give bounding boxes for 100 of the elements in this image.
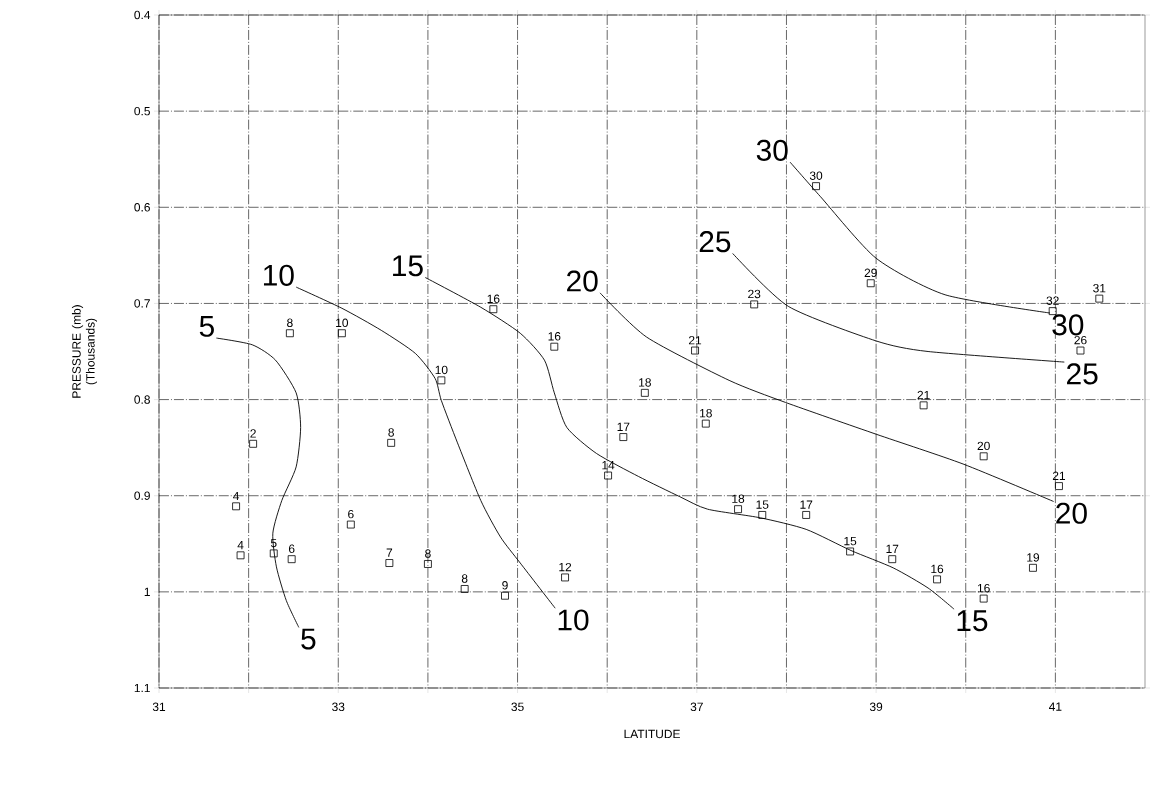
annotation: 12: [559, 562, 572, 572]
text: 15: [957, 610, 988, 632]
annotation: 30: [809, 171, 823, 180]
point: [979, 594, 988, 603]
annotation: 16: [548, 332, 561, 341]
annotation: 17: [886, 544, 899, 553]
x-tick-label: 41: [1049, 702, 1062, 711]
annotation: 16: [977, 583, 990, 593]
point: [1029, 563, 1037, 572]
x-tick-label: 39: [869, 702, 883, 711]
point: [866, 279, 875, 288]
text: 20: [1056, 502, 1087, 524]
annotation: 18: [700, 408, 712, 418]
annotation: 8: [388, 428, 394, 437]
series-label: 20: [567, 270, 598, 292]
x-tick-label: 31: [152, 702, 166, 711]
point: [802, 511, 811, 519]
annotation: 18: [639, 378, 651, 387]
point: [337, 329, 346, 338]
point: [285, 329, 294, 338]
y-tick-label: 0.4: [134, 10, 151, 20]
annotation: 8: [425, 549, 431, 558]
point: [604, 471, 612, 480]
point: [919, 401, 928, 410]
point: [888, 555, 897, 564]
point: [619, 433, 628, 441]
point: [561, 573, 569, 582]
x-tick-label: 35: [511, 702, 524, 711]
point: [734, 505, 742, 514]
series-label: 5: [301, 628, 316, 650]
point: [846, 547, 855, 556]
point: [550, 342, 559, 351]
text: 30: [756, 139, 788, 161]
point: [437, 376, 446, 385]
annotation: 8: [461, 574, 468, 583]
point: [489, 305, 498, 314]
point: [387, 438, 396, 447]
y-axis-title: PRESSURE (mb) (Thousands): [71, 305, 98, 398]
point: [1055, 482, 1063, 491]
point: [287, 555, 296, 564]
series-label: 15: [393, 255, 423, 277]
point: [701, 419, 710, 428]
annotation: 4: [233, 491, 240, 501]
series-label: 10: [263, 264, 294, 286]
annotation: 16: [931, 564, 944, 574]
point: [236, 551, 245, 560]
point: [424, 560, 432, 568]
y-tick-label: 0.8: [134, 395, 150, 404]
annotation: 20: [977, 441, 990, 451]
annotation: 6: [348, 509, 354, 519]
annotation: 9: [502, 581, 508, 590]
annotation: 2: [250, 429, 256, 438]
text: 10: [558, 609, 589, 631]
annotation: 7: [386, 548, 393, 557]
point: [501, 591, 509, 600]
point: [758, 511, 767, 519]
point: [385, 559, 394, 567]
annotation: 29: [864, 268, 877, 278]
y-tick-label: 1: [144, 587, 150, 596]
point: [750, 300, 759, 309]
annotation: 17: [800, 500, 813, 509]
annotation: 15: [756, 500, 769, 509]
annotation: 5: [270, 538, 277, 548]
y-tick-label: 1.1: [134, 683, 150, 693]
point: [232, 502, 240, 511]
annotation: 32: [1046, 296, 1059, 305]
annotation: 10: [336, 318, 349, 328]
point: [460, 585, 469, 593]
y-tick-label: 0.9: [134, 491, 150, 500]
annotation: 19: [1027, 553, 1040, 562]
annotation: 15: [844, 536, 857, 546]
annotation: 18: [732, 494, 745, 503]
point: [1095, 294, 1104, 303]
x-axis-title: LATITUDE: [624, 729, 680, 739]
annotation: 21: [688, 336, 702, 345]
point: [812, 182, 820, 191]
annotation: 16: [487, 294, 500, 303]
annotation: 23: [748, 289, 761, 299]
annotation: 8: [287, 318, 293, 328]
annotation: 4: [237, 540, 244, 550]
annotation: 14: [602, 461, 615, 470]
annotation: 26: [1074, 335, 1087, 345]
y-tick-label: 0.7: [134, 299, 150, 308]
point: [346, 520, 355, 529]
annotation: 17: [617, 422, 630, 431]
y-tick-label: 0.6: [134, 203, 150, 212]
annotation: 6: [288, 544, 295, 553]
annotation: 21: [1052, 471, 1066, 480]
point: [249, 439, 258, 448]
annotation: 31: [1093, 283, 1106, 293]
y-tick-label: 0.5: [134, 106, 150, 116]
series-label: 30: [1052, 314, 1084, 336]
point: [691, 346, 699, 355]
point: [933, 575, 941, 584]
line-series: [215, 337, 302, 628]
text: 5: [199, 316, 214, 337]
x-tick-label: 37: [690, 702, 703, 711]
point: [979, 452, 988, 461]
annotation: 10: [435, 365, 448, 375]
x-tick-label: 33: [332, 702, 345, 711]
